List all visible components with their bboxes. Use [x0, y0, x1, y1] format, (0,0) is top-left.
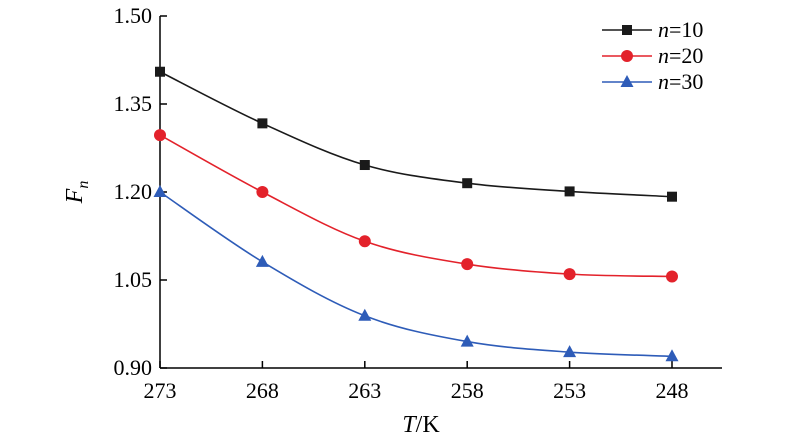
series-1 [155, 66, 677, 202]
legend-entry: n=10 [602, 17, 703, 42]
data-point-square [667, 191, 677, 202]
data-point-square [462, 178, 473, 189]
series-line [159, 71, 673, 198]
data-point-square [257, 118, 268, 129]
data-point-triangle [153, 185, 167, 197]
data-point-circle [256, 186, 269, 198]
data-point-triangle [255, 254, 269, 267]
data-point-triangle [665, 349, 679, 362]
data-point-circle [461, 258, 474, 271]
x-axis-title: T/K [402, 412, 440, 438]
legend-entry: n=30 [602, 69, 703, 94]
series-3 [153, 185, 679, 362]
legend-label: n=10 [658, 17, 703, 42]
series-layer [153, 66, 679, 362]
y-tick-label: 1.05 [114, 267, 153, 292]
x-tick-label: 253 [553, 378, 586, 403]
y-tick-label: 0.90 [114, 355, 153, 380]
series-2 [154, 129, 678, 283]
series-line [159, 191, 673, 358]
data-point-triangle [460, 334, 474, 347]
legend-entry: n=20 [602, 43, 703, 68]
data-point-circle [154, 129, 166, 142]
x-axis-title-unit: /K [416, 412, 441, 438]
legend-marker-triangle [620, 75, 634, 87]
y-ticks: 0.90 1.05 1.20 1.35 1.50 [114, 3, 167, 380]
data-point-circle [666, 270, 678, 283]
x-tick-label: 273 [144, 378, 177, 403]
x-tick-label: 248 [656, 378, 689, 403]
y-tick-label: 1.20 [114, 179, 153, 204]
x-tick-label: 268 [246, 378, 279, 403]
x-tick-label: 263 [348, 378, 381, 403]
data-point-square [155, 66, 165, 77]
y-tick-label: 1.35 [114, 91, 153, 116]
data-point-square [564, 186, 575, 197]
x-axis-title-symbol: T [402, 412, 417, 438]
data-point-square [359, 160, 370, 171]
data-point-circle [563, 268, 576, 281]
y-tick-label: 1.50 [114, 3, 153, 28]
x-ticks: 273 268 263 258 253 248 [144, 361, 689, 403]
data-point-triangle [358, 308, 372, 321]
y-axis-title-subscript: n [75, 181, 92, 189]
legend: n=10n=20n=30 [602, 17, 703, 94]
legend-label: n=20 [658, 43, 703, 68]
data-point-triangle [563, 345, 577, 358]
series-line [159, 134, 673, 278]
legend-marker-circle [621, 50, 633, 62]
x-tick-label: 258 [451, 378, 484, 403]
axes [159, 16, 722, 369]
data-point-circle [358, 235, 371, 248]
legend-label: n=30 [658, 69, 703, 94]
y-axis-title-symbol: F [62, 188, 88, 204]
legend-marker-square [622, 25, 632, 35]
y-axis-title: Fn [62, 181, 92, 205]
